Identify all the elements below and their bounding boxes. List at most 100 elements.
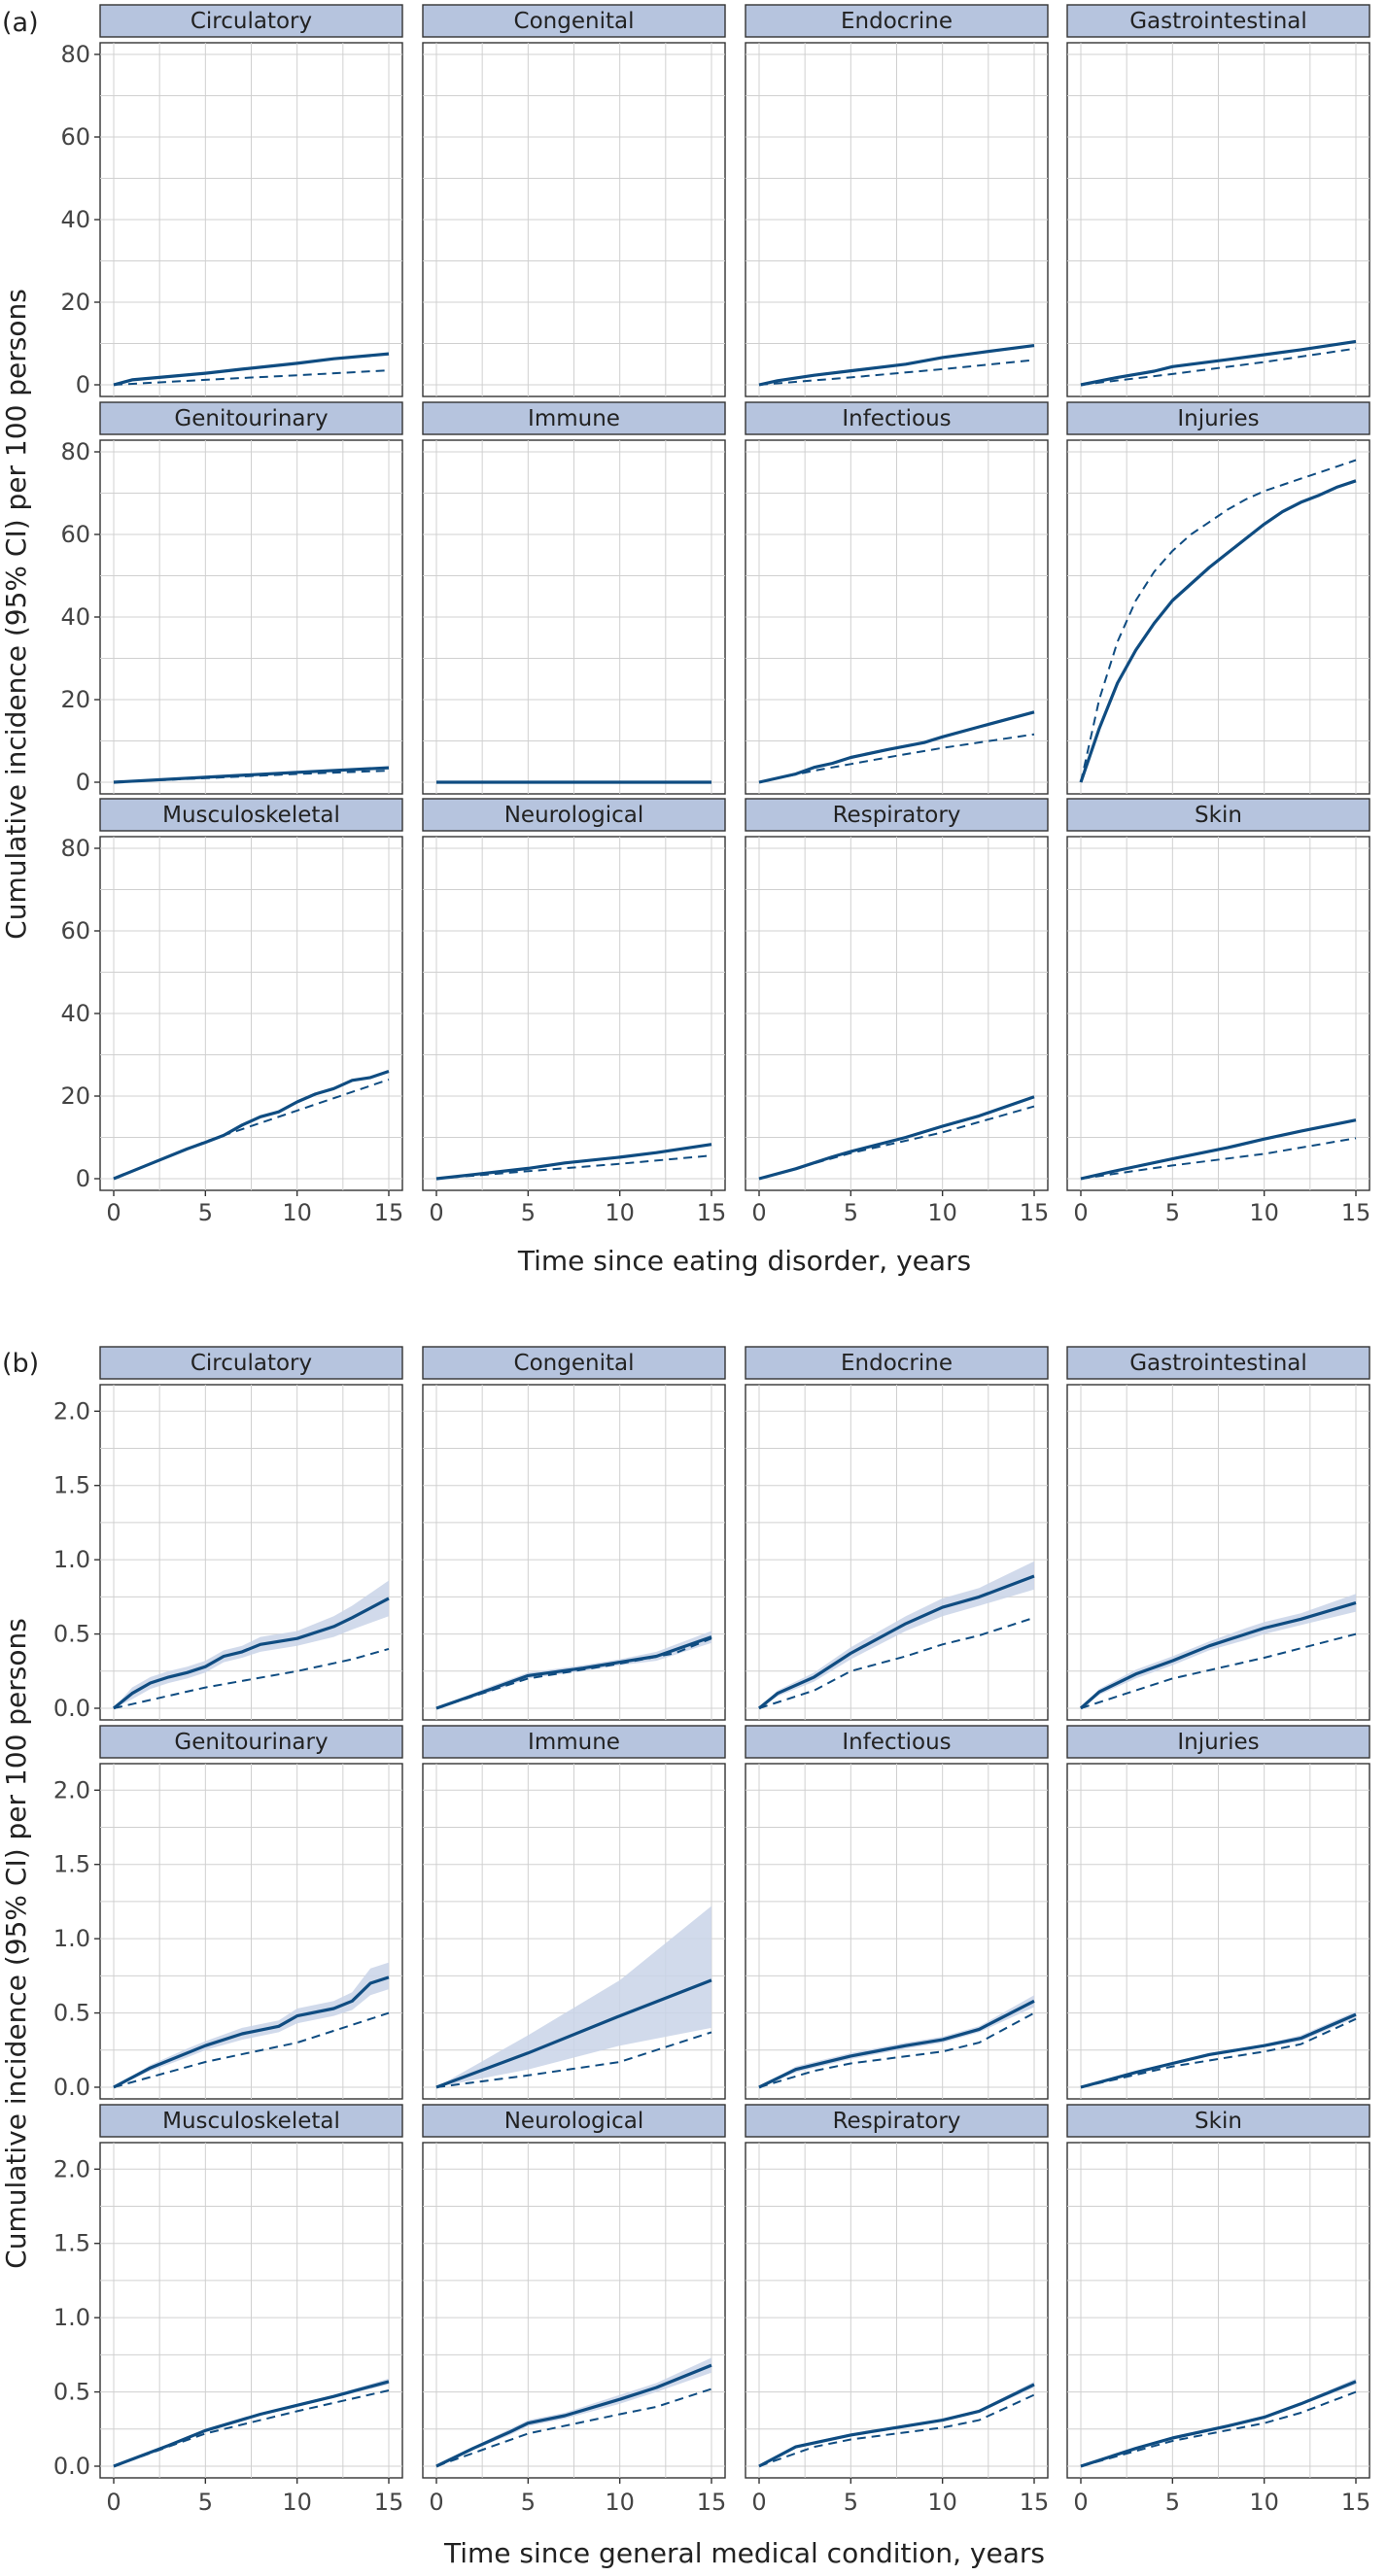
facet-b-immune: Immune: [422, 1725, 726, 2100]
series-line-solid: [758, 1999, 1035, 2089]
facet-a-congenital: Congenital: [422, 4, 726, 397]
facet-b-injuries: Injuries: [1066, 1725, 1370, 2100]
facet-b-endocrine: Endocrine: [745, 1346, 1049, 1721]
facet-b-neurological: Neurological 0 5 10 15: [422, 2104, 727, 2516]
facet-strip: [745, 1725, 1049, 1759]
y-tick-label: 1.0: [53, 1925, 90, 1952]
facet-strip: [1066, 2104, 1370, 2138]
y-tick-label: 1.0: [53, 1546, 90, 1573]
facet-b-infectious: Infectious: [745, 1725, 1049, 2100]
y-tick-label: 20: [60, 686, 90, 713]
facet-strip: [99, 798, 403, 832]
x-tick-label: 10: [1249, 2489, 1279, 2516]
y-tick-label: 2.0: [53, 2155, 90, 2182]
y-tick-label: 80: [60, 41, 90, 68]
y-tick-label: 80: [60, 835, 90, 862]
facet-a-genitourinary: Genitourinary 0 20 40 60 80: [60, 401, 403, 796]
facet-strip-title: Respiratory: [833, 803, 961, 828]
ci-band: [759, 1561, 1034, 1708]
facet-strip: [745, 4, 1049, 38]
facet-strip-title: Endocrine: [841, 9, 953, 34]
y-tick-label: 1.5: [53, 1851, 90, 1878]
series-line-dashed: [758, 2011, 1035, 2088]
facet-b-gastrointestinal: Gastrointestinal: [1066, 1346, 1370, 1721]
facet-a-injuries: Injuries: [1066, 401, 1370, 795]
series-line-dashed: [435, 1637, 712, 1709]
facet-a-respiratory: Respiratory 0 5 10 15: [745, 798, 1049, 1226]
y-tick-label: 1.0: [53, 2304, 90, 2331]
y-tick-label: 0.0: [53, 2074, 90, 2101]
series-line-solid: [1080, 1118, 1357, 1181]
facet-strip-title: Injuries: [1177, 406, 1259, 431]
facet-strip-title: Gastrointestinal: [1129, 1351, 1307, 1376]
x-tick-label: 0: [106, 1199, 121, 1226]
series-line-solid: [1080, 2380, 1357, 2468]
facet-strip-title: Infectious: [842, 406, 951, 431]
y-tick-label: 60: [60, 521, 90, 548]
series-line-solid: [1080, 2012, 1357, 2089]
series-line-dashed: [113, 2011, 390, 2088]
series-line-dashed: [1080, 347, 1357, 386]
x-tick-label: 15: [374, 1199, 404, 1226]
y-tick-label: 40: [60, 1000, 90, 1027]
series-line-solid: [435, 1143, 712, 1181]
series-line-dashed: [435, 2031, 712, 2088]
facet-strip: [99, 1346, 403, 1380]
series-line-solid: [758, 344, 1035, 387]
series-line-dashed: [1080, 2390, 1357, 2467]
facet-strip-title: Respiratory: [833, 2109, 961, 2134]
ci-band: [436, 1906, 711, 2087]
facet-strip-title: Endocrine: [841, 1351, 953, 1376]
facet-strip-title: Musculoskeletal: [162, 803, 340, 828]
x-tick-label: 15: [1341, 1199, 1371, 1226]
facet-strip-title: Neurological: [504, 2109, 644, 2134]
x-tick-label: 0: [429, 2489, 443, 2516]
facet-strip: [99, 4, 403, 38]
facet-strip: [1066, 1725, 1370, 1759]
facet-b-genitourinary: Genitourinary 0.0 0.5 1.0 1.5 2.0: [53, 1725, 403, 2101]
x-tick-label: 5: [1165, 2489, 1180, 2516]
y-axis-label-a: Cumulative incidence (95% CI) per 100 pe…: [0, 289, 32, 940]
facet-strip: [1066, 4, 1370, 38]
x-tick-label: 10: [605, 1199, 635, 1226]
figure-a: (a) Cumulative incidence (95% CI) per 10…: [0, 4, 1371, 1277]
facet-a-immune: Immune: [422, 401, 726, 795]
x-axis-label-a: Time since eating disorder, years: [517, 1245, 971, 1277]
facet-strip: [745, 798, 1049, 832]
series-line-solid: [112, 1597, 390, 1710]
x-tick-label: 0: [106, 2489, 121, 2516]
facet-strip-title: Congenital: [514, 9, 635, 34]
facet-b-circulatory: Circulatory 0.0 0.5 1.0 1.5 2.0: [53, 1346, 403, 1722]
y-tick-label: 40: [60, 206, 90, 233]
series-line-solid: [435, 1635, 712, 1710]
x-tick-label: 5: [521, 2489, 536, 2516]
facet-strip-title: Immune: [528, 406, 620, 431]
facet-strip: [422, 798, 726, 832]
facet-strip-title: Gastrointestinal: [1129, 9, 1307, 34]
facet-strip: [422, 401, 726, 435]
x-tick-label: 10: [927, 1199, 957, 1226]
series-line-dashed: [758, 2393, 1035, 2467]
facet-grid-b: Circulatory 0.0 0.5 1.0 1.5 2.0 Congenital Endo…: [53, 1346, 1370, 2516]
y-tick-label: 2.0: [53, 1776, 90, 1803]
facet-b-congenital: Congenital: [422, 1346, 726, 1721]
facet-strip-title: Circulatory: [191, 1351, 312, 1376]
facet-a-circulatory: Circulatory 0 20 40 60 80: [60, 4, 403, 398]
facet-strip: [422, 2104, 726, 2138]
facet-strip: [1066, 798, 1370, 832]
y-tick-label: 20: [60, 1082, 90, 1110]
x-tick-label: 15: [697, 1199, 727, 1226]
y-tick-label: 60: [60, 917, 90, 945]
x-tick-label: 0: [1073, 2489, 1088, 2516]
x-tick-label: 15: [697, 2489, 727, 2516]
facet-grid-a: Circulatory 0 20 40 60 80 Congenital Endocrine G…: [60, 4, 1371, 1226]
series-line-solid: [113, 2380, 390, 2468]
y-tick-label: 0.5: [53, 2000, 90, 2027]
x-tick-label: 5: [198, 2489, 213, 2516]
facet-strip-title: Congenital: [514, 1351, 635, 1376]
facet-strip: [99, 401, 403, 435]
series-line-solid: [758, 1095, 1035, 1181]
facet-strip: [745, 2104, 1049, 2138]
series-line-solid: [1079, 1600, 1357, 1710]
x-tick-label: 10: [1249, 1199, 1279, 1226]
